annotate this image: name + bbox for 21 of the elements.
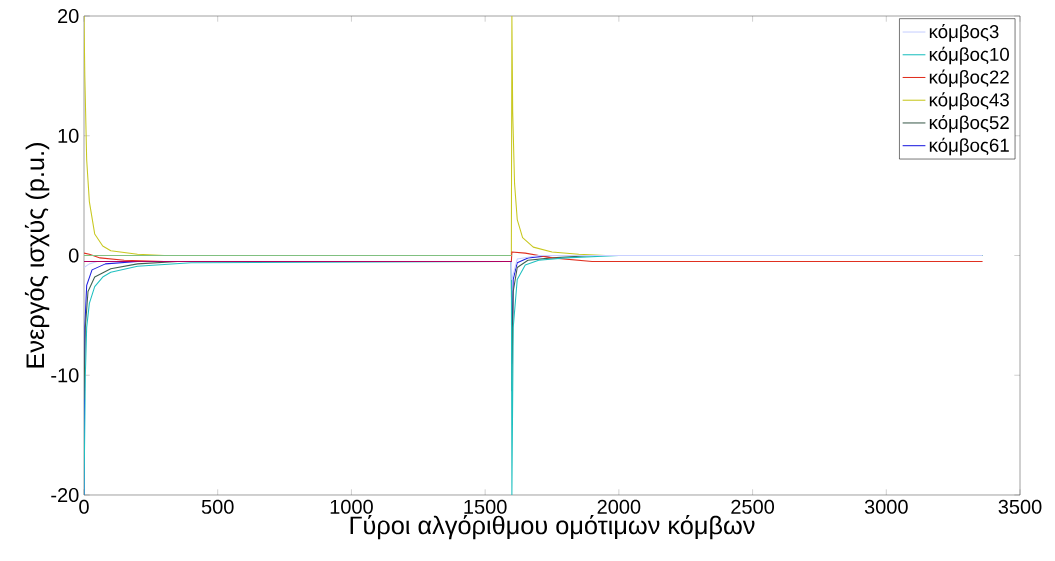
x-tick-label: 3000	[864, 499, 908, 514]
legend-label: κόμβος3	[929, 23, 999, 42]
x-tick-label: 2500	[731, 499, 775, 514]
legend-label: κόμβος10	[929, 46, 1009, 65]
y-tick-label: 0	[68, 248, 79, 263]
x-tick-label: 2000	[597, 499, 641, 514]
legend-label: κόμβος52	[929, 114, 1009, 133]
x-tick-label: 0	[79, 499, 89, 514]
x-axis-title: Γύροι αλγόριθμου ομότιμων κόμβων	[350, 515, 755, 540]
legend-label: κόμβος43	[929, 92, 1009, 111]
y-tick-label: 10	[58, 128, 79, 143]
y-tick-label: -20	[51, 487, 79, 503]
y-tick-label: 20	[58, 8, 79, 24]
legend-label: κόμβος22	[929, 69, 1009, 88]
y-tick-label: -10	[51, 368, 79, 383]
legend-label: κόμβος61	[929, 137, 1009, 156]
x-tick-label: 1500	[464, 499, 507, 514]
y-axis-title: Ενεργός ισχύς (p.u.)	[24, 143, 50, 368]
x-tick-label: 3500	[998, 499, 1042, 514]
x-tick-label: 500	[201, 499, 234, 514]
x-tick-label: 1000	[330, 499, 373, 514]
